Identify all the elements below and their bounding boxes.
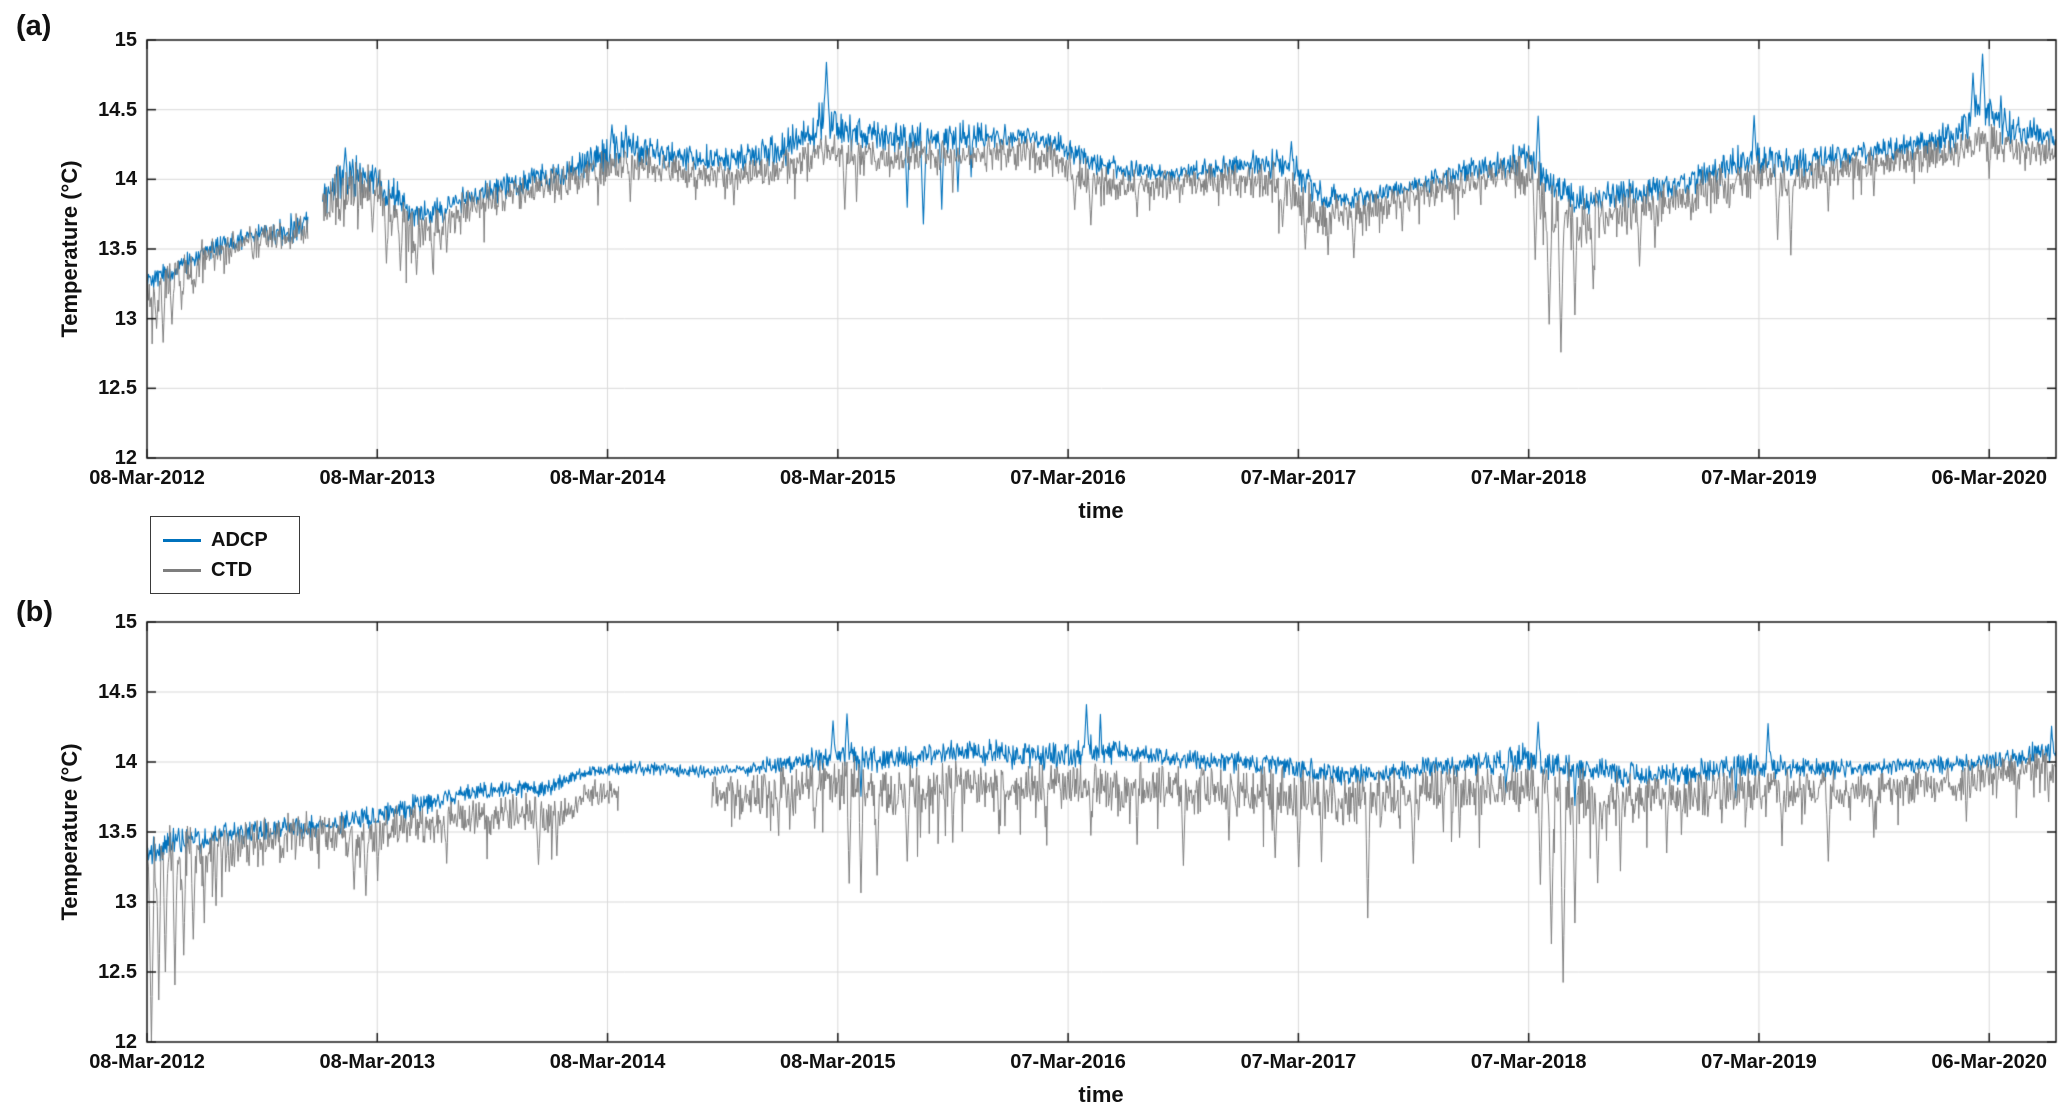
y-tick-label: 13.5 <box>98 238 137 260</box>
y-tick-label: 14 <box>114 168 137 191</box>
x-tick-label: 06-Mar-2020 <box>1931 1051 2048 1073</box>
panel-label-a: (a) <box>16 10 52 42</box>
x-tick-label: 08-Mar-2014 <box>549 467 666 489</box>
legend-item: CTD <box>151 555 299 585</box>
x-tick-label: 08-Mar-2012 <box>89 467 205 489</box>
legend-item: ADCP <box>151 525 299 555</box>
y-tick-label: 13 <box>114 891 137 913</box>
legend: ADCP CTD <box>150 516 300 594</box>
y-tick-label: 12.5 <box>98 961 137 983</box>
x-tick-label: 08-Mar-2013 <box>319 467 436 489</box>
panel-label-b: (b) <box>16 596 54 628</box>
x-tick-label: 08-Mar-2013 <box>319 1051 436 1073</box>
x-tick-label: 08-Mar-2015 <box>780 467 896 489</box>
y-tick-label: 14.5 <box>98 98 137 121</box>
x-tick-label: 06-Mar-2020 <box>1931 467 2048 489</box>
y-tick-label: 12.5 <box>98 377 137 400</box>
y-tick-label: 15 <box>114 29 137 51</box>
x-tick-label: 08-Mar-2012 <box>89 1051 205 1073</box>
y-axis-label-a: Temperature (°C) <box>57 160 82 338</box>
y-tick-label: 14.5 <box>98 681 137 703</box>
x-tick-label: 08-Mar-2015 <box>780 1051 896 1073</box>
legend-item-label: ADCP <box>211 529 268 551</box>
x-tick-label: 07-Mar-2017 <box>1240 467 1357 489</box>
x-tick-label: 07-Mar-2018 <box>1470 467 1587 489</box>
y-axis-label-b: Temperature (°C) <box>57 743 82 921</box>
x-tick-label: 07-Mar-2019 <box>1701 467 1817 489</box>
y-tick-label: 15 <box>114 611 137 633</box>
y-tick-label: 12 <box>114 1031 137 1053</box>
legend-line-sample <box>163 538 201 542</box>
x-tick-label: 07-Mar-2017 <box>1240 1051 1357 1073</box>
x-tick-label: 07-Mar-2016 <box>1010 1051 1126 1073</box>
x-axis-label-b: time <box>1078 1082 1124 1107</box>
legend-line-sample <box>163 568 201 572</box>
y-tick-label: 13.5 <box>98 821 137 843</box>
x-tick-label: 07-Mar-2016 <box>1010 467 1126 489</box>
x-axis-label-a: time <box>1078 498 1124 523</box>
x-tick-label: 08-Mar-2014 <box>549 1051 666 1073</box>
x-tick-label: 07-Mar-2018 <box>1470 1051 1587 1073</box>
legend-item-label: CTD <box>211 559 253 581</box>
y-tick-label: 14 <box>114 751 137 773</box>
y-tick-label: 12 <box>114 447 137 469</box>
y-tick-label: 13 <box>114 307 137 330</box>
x-tick-label: 07-Mar-2019 <box>1701 1051 1817 1073</box>
